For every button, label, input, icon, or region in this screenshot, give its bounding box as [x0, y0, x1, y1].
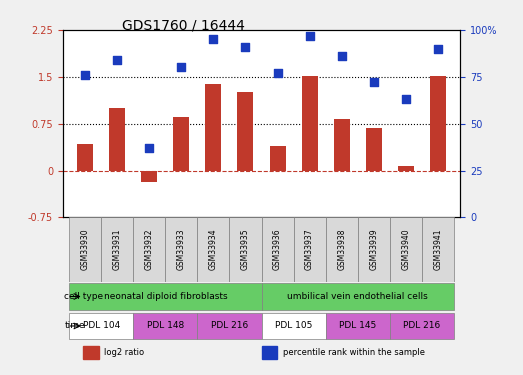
FancyBboxPatch shape	[390, 313, 454, 339]
FancyBboxPatch shape	[358, 217, 390, 282]
Point	[209, 36, 218, 42]
Text: GSM33938: GSM33938	[337, 229, 346, 270]
Text: GSM33940: GSM33940	[401, 229, 410, 270]
Point	[113, 57, 121, 63]
FancyBboxPatch shape	[197, 313, 262, 339]
Text: PDL 145: PDL 145	[339, 321, 376, 330]
Text: percentile rank within the sample: percentile rank within the sample	[283, 348, 425, 357]
Text: GSM33934: GSM33934	[209, 229, 218, 270]
Bar	[206, 84, 221, 171]
Text: GSM33930: GSM33930	[81, 229, 90, 270]
FancyBboxPatch shape	[390, 217, 422, 282]
FancyBboxPatch shape	[69, 217, 101, 282]
Text: GSM33937: GSM33937	[305, 229, 314, 270]
FancyBboxPatch shape	[262, 217, 293, 282]
Point	[274, 70, 282, 76]
Text: log2 ratio: log2 ratio	[105, 348, 145, 357]
FancyBboxPatch shape	[326, 313, 390, 339]
Point	[81, 72, 89, 78]
Text: umbilical vein endothelial cells: umbilical vein endothelial cells	[287, 292, 428, 301]
Text: PDL 105: PDL 105	[275, 321, 312, 330]
Text: PDL 216: PDL 216	[403, 321, 440, 330]
Text: PDL 148: PDL 148	[147, 321, 184, 330]
Text: neonatal diploid fibroblasts: neonatal diploid fibroblasts	[104, 292, 227, 301]
Bar	[430, 76, 446, 171]
FancyBboxPatch shape	[230, 217, 262, 282]
Text: GSM33941: GSM33941	[433, 229, 442, 270]
Text: GSM33939: GSM33939	[369, 229, 378, 270]
Point	[177, 64, 186, 70]
FancyBboxPatch shape	[262, 283, 454, 310]
FancyBboxPatch shape	[133, 217, 165, 282]
FancyBboxPatch shape	[326, 217, 358, 282]
FancyBboxPatch shape	[133, 313, 197, 339]
Bar	[262, 346, 277, 360]
Point	[241, 44, 249, 50]
FancyBboxPatch shape	[197, 217, 230, 282]
FancyBboxPatch shape	[69, 313, 133, 339]
FancyBboxPatch shape	[262, 313, 326, 339]
Point	[402, 96, 410, 102]
Text: cell type: cell type	[64, 292, 104, 301]
Bar	[141, 171, 157, 182]
FancyBboxPatch shape	[101, 217, 133, 282]
Bar	[77, 144, 93, 171]
Text: GSM33932: GSM33932	[145, 229, 154, 270]
FancyBboxPatch shape	[165, 217, 197, 282]
Point	[370, 80, 378, 86]
Text: GSM33936: GSM33936	[273, 229, 282, 270]
FancyBboxPatch shape	[69, 283, 262, 310]
Text: GDS1760 / 16444: GDS1760 / 16444	[122, 19, 244, 33]
Point	[145, 145, 153, 151]
Text: PDL 104: PDL 104	[83, 321, 120, 330]
Bar	[83, 346, 98, 360]
Bar	[302, 76, 317, 171]
Point	[305, 33, 314, 39]
Text: GSM33935: GSM33935	[241, 229, 250, 270]
Text: GSM33933: GSM33933	[177, 229, 186, 270]
Bar	[269, 146, 286, 171]
Bar	[109, 108, 126, 171]
Bar	[237, 93, 254, 171]
Point	[337, 53, 346, 59]
Bar	[173, 117, 189, 171]
FancyBboxPatch shape	[422, 217, 454, 282]
Text: PDL 216: PDL 216	[211, 321, 248, 330]
Text: GSM33931: GSM33931	[113, 229, 122, 270]
Bar	[334, 119, 350, 171]
Bar	[366, 128, 382, 171]
FancyBboxPatch shape	[293, 217, 326, 282]
Bar	[397, 166, 414, 171]
Point	[434, 46, 442, 52]
Text: time: time	[64, 321, 85, 330]
